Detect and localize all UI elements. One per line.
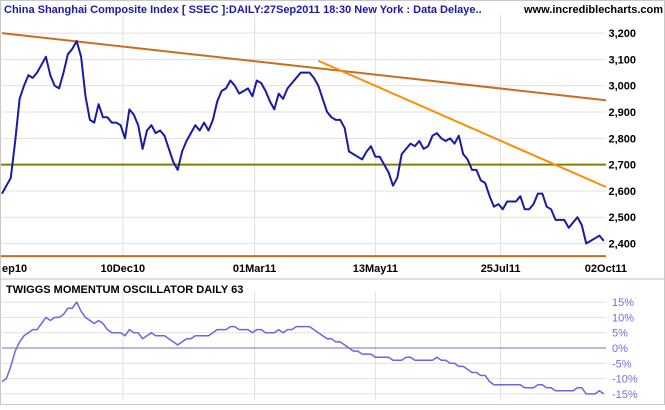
oscillator-title: TWIGGS MOMENTUM OSCILLATOR DAILY 63: [6, 284, 243, 296]
oscillator-y-tick-label: 10%: [612, 312, 634, 324]
oscillator-y-tick-label: -10%: [612, 374, 638, 386]
oscillator-y-tick-label: 15%: [612, 297, 634, 309]
x-tick-label: 10Dec10: [100, 263, 145, 275]
price-series-line: [1, 40, 605, 245]
y-tick-label: 2,800: [608, 133, 636, 145]
y-tick-label: 3,000: [608, 81, 636, 93]
y-tick-label: 3,200: [608, 28, 636, 40]
price-y-axis: 3,200 3,100 3,000 2,900 2,800 2,700 2,600 2,500…: [608, 28, 636, 250]
oscillator-y-axis: 15% 10% 5% 0% -5% -10% -15%: [612, 297, 638, 401]
price-reference-lines: [0, 32, 607, 258]
oscillator-y-tick-label: -15%: [612, 389, 638, 401]
oscillator-horizontal-grid: [2, 301, 606, 395]
oscillator-y-tick-label: 5%: [612, 328, 628, 340]
x-tick-label: 13May11: [353, 263, 398, 275]
oscillator-series-line: [1, 301, 605, 395]
x-tick-label: 01Mar11: [233, 263, 276, 275]
y-tick-label: 2,500: [608, 212, 636, 224]
y-tick-label: 3,100: [608, 54, 636, 66]
y-tick-label: 2,600: [608, 186, 636, 198]
price-panel: 3,200 3,100 3,000 2,900 2,800 2,700 2,600 2,500…: [0, 0, 664, 275]
chart-title: China Shanghai Composite Index [ SSEC ]:…: [4, 4, 482, 16]
y-tick-label: 2,700: [608, 160, 636, 172]
watermark-text: www.incrediblecharts.com: [523, 4, 663, 16]
oscillator-vertical-grid: [122, 292, 502, 400]
y-tick-label: 2,900: [608, 107, 636, 119]
trend-line: [1, 32, 607, 102]
y-tick-label: 2,400: [608, 239, 636, 251]
x-tick-label: ep10: [2, 263, 27, 275]
x-tick-label: 02Oct11: [585, 263, 627, 275]
oscillator-panel: 15% 10% 5% 0% -5% -10% -15% TWIGGS MOMENTUM OS…: [1, 284, 638, 401]
price-x-axis: ep10 10Dec10 01Mar11 13May11 25Jul11 02Oct11: [2, 263, 627, 275]
x-tick-label: 25Jul11: [481, 263, 521, 275]
oscillator-y-tick-label: 0%: [612, 343, 628, 355]
price-panel-background: [0, 0, 610, 260]
oscillator-y-tick-label: -5%: [612, 358, 632, 370]
trend-line: [317, 59, 607, 188]
